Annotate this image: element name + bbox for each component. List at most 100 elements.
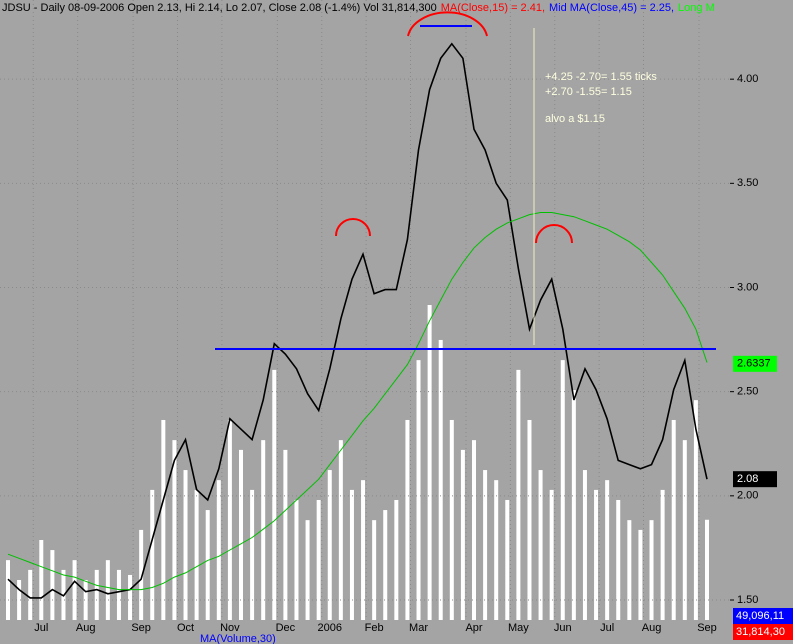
volume-bar [527, 419, 532, 620]
volume-bar [571, 390, 576, 620]
volume-bar [560, 360, 565, 620]
volume-bar [427, 305, 432, 620]
x-tick-label: Jul [600, 622, 614, 634]
volume-bar [516, 369, 521, 620]
volume-label-box [733, 624, 793, 640]
volume-bar [582, 470, 587, 620]
ma-line [7, 212, 708, 591]
annotation: +4.25 -2.70= 1.55 ticks [545, 71, 657, 83]
volume-bar [83, 579, 88, 620]
volume-bar [416, 360, 421, 620]
volume-bar [17, 579, 22, 620]
volume-bar [605, 480, 610, 620]
volume-bar [272, 369, 277, 620]
axis-layer: 1.50 2.00 2.50 3.00 3.50 4.00 Jul Aug Sep Oct Nov D… [34, 73, 793, 640]
volume-bar [671, 419, 676, 620]
volume-layer [6, 305, 709, 620]
volume-bar [538, 470, 543, 620]
volume-bar [460, 449, 465, 620]
volume-bar [116, 569, 121, 620]
annotations: +4.25 -2.70= 1.55 ticks +2.70 -1.55= 1.15… [545, 71, 657, 125]
price-label-box [733, 471, 777, 488]
volume-bar [693, 400, 698, 620]
volume-bar [705, 519, 709, 620]
price-axis [730, 0, 793, 620]
volume-bar [194, 489, 199, 620]
shoulder-arc [535, 224, 573, 244]
volume-bar [39, 539, 44, 620]
annotation: +2.70 -1.55= 1.15 [545, 86, 632, 98]
header-part: JDSU - Daily 08-09-2006 Open 2.13, Hi 2.… [2, 2, 437, 14]
volume-bar [216, 480, 221, 620]
volume-bar [627, 520, 632, 620]
volume-bar [6, 560, 10, 620]
volume-bar [682, 440, 687, 620]
y-tick-label: 2.00 [737, 490, 758, 502]
price-label-box [733, 355, 777, 372]
volume-bar [505, 499, 510, 620]
annotation: alvo a $1.15 [545, 113, 605, 125]
volume-bar [549, 489, 554, 620]
x-tick-label: Dec [276, 622, 296, 634]
volume-bar [638, 529, 643, 620]
y-tick-label: 4.00 [737, 73, 758, 85]
volume-bar [72, 560, 77, 620]
volume-bar [472, 440, 476, 620]
header: JDSU - Daily 08-09-2006 Open 2.13, Hi 2.… [2, 2, 715, 14]
volume-bar [594, 489, 599, 620]
volume-bar [128, 574, 133, 620]
volume-bar [283, 449, 288, 620]
volume-bar [327, 470, 332, 620]
x-tick-label: Nov [220, 622, 240, 634]
volume-bar [105, 560, 110, 620]
volume-bar [205, 510, 210, 620]
x-tick-label: May [508, 622, 529, 634]
volume-bar [449, 419, 454, 620]
header-part: MA(Close,15) = 2.41, [441, 2, 545, 14]
header-part: Mid MA(Close,45) = 2.25, [549, 2, 674, 14]
x-tick-label: Oct [177, 622, 194, 634]
price-line [7, 42, 708, 599]
volume-bar [405, 419, 410, 620]
volume-bar [349, 489, 354, 620]
x-tick-label: Feb [365, 622, 384, 634]
volume-bar [28, 569, 33, 620]
volume-bar [50, 550, 55, 620]
x-tick-label: Jun [554, 622, 572, 634]
volume-bar [660, 489, 665, 620]
volume-bar [139, 529, 144, 620]
x-tick-label: Apr [465, 622, 482, 634]
y-tick-label: 1.50 [737, 594, 758, 606]
head-arc [407, 11, 488, 37]
volume-bar [183, 470, 188, 620]
volume-legend: MA(Volume,30) [200, 633, 276, 644]
price-label: 2.08 [737, 473, 758, 485]
volume-bar [161, 419, 166, 620]
volume-bar [172, 440, 177, 620]
x-tick-label: Sep [697, 622, 717, 634]
volume-bar [361, 480, 366, 620]
volume-label: 49,096,11 [736, 610, 784, 622]
volume-bar [383, 510, 388, 620]
x-tick-label: Mar [409, 622, 428, 634]
y-tick-label: 2.50 [737, 386, 758, 398]
volume-bar [294, 499, 299, 620]
x-tick-label: Jul [34, 622, 48, 634]
volume-bar [316, 499, 321, 620]
volume-bar [227, 419, 232, 620]
grid-layer [0, 0, 730, 620]
volume-bar [150, 489, 155, 620]
volume-bar [94, 569, 99, 620]
x-tick-label: Aug [76, 622, 96, 634]
volume-bar [305, 520, 310, 620]
volume-bar [372, 520, 377, 620]
volume-label-box [733, 608, 793, 624]
volume-bar [649, 520, 654, 620]
volume-bar [250, 489, 255, 620]
volume-bar [261, 440, 266, 620]
header-part: Long M [678, 2, 715, 14]
volume-bar [394, 499, 399, 620]
y-tick-label: 3.50 [737, 177, 758, 189]
